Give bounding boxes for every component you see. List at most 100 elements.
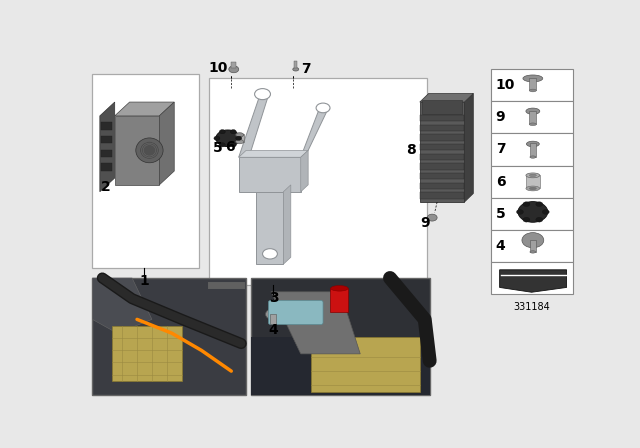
Ellipse shape — [236, 133, 244, 137]
Circle shape — [216, 130, 240, 146]
Polygon shape — [239, 92, 269, 157]
Ellipse shape — [529, 187, 536, 190]
Bar — [236, 134, 244, 142]
Bar — [420, 164, 465, 170]
Circle shape — [228, 66, 239, 73]
Bar — [420, 102, 465, 202]
Polygon shape — [259, 92, 269, 97]
Bar — [420, 193, 465, 198]
Polygon shape — [319, 105, 330, 111]
Bar — [491, 198, 573, 230]
Bar — [420, 144, 465, 151]
Bar — [420, 115, 465, 121]
Circle shape — [220, 143, 225, 147]
Bar — [526, 175, 540, 189]
Ellipse shape — [530, 156, 536, 158]
Ellipse shape — [331, 285, 348, 291]
Bar — [271, 314, 276, 323]
Bar — [420, 154, 465, 160]
Ellipse shape — [530, 251, 536, 253]
Bar — [530, 143, 536, 157]
Text: 10: 10 — [495, 78, 515, 92]
Bar — [101, 164, 112, 171]
Ellipse shape — [526, 108, 540, 114]
Bar — [330, 289, 348, 313]
Bar — [420, 134, 465, 141]
Circle shape — [523, 217, 530, 222]
Circle shape — [262, 249, 277, 259]
Polygon shape — [310, 336, 420, 392]
Polygon shape — [465, 94, 474, 202]
Text: 10: 10 — [208, 61, 228, 75]
Polygon shape — [115, 116, 159, 185]
Text: 1: 1 — [140, 275, 149, 289]
Polygon shape — [159, 102, 174, 185]
Text: 331184: 331184 — [513, 302, 550, 312]
Bar — [529, 111, 536, 124]
Polygon shape — [239, 157, 301, 192]
Text: 9: 9 — [495, 110, 505, 125]
Ellipse shape — [236, 140, 244, 144]
Ellipse shape — [529, 123, 536, 126]
Text: 7: 7 — [301, 61, 311, 76]
Polygon shape — [271, 292, 360, 354]
Bar — [420, 183, 465, 189]
Bar — [92, 278, 246, 395]
Bar — [420, 125, 465, 131]
Circle shape — [523, 202, 530, 207]
Bar — [251, 336, 429, 395]
Bar — [491, 69, 573, 101]
Circle shape — [522, 233, 544, 248]
Polygon shape — [301, 106, 328, 157]
Circle shape — [266, 309, 282, 320]
Bar — [529, 78, 536, 90]
Circle shape — [316, 103, 330, 113]
Polygon shape — [301, 151, 308, 192]
Bar — [420, 173, 465, 179]
Polygon shape — [239, 151, 308, 157]
Polygon shape — [100, 102, 115, 192]
Text: 5: 5 — [495, 207, 506, 221]
Text: 7: 7 — [495, 142, 505, 156]
Polygon shape — [115, 102, 174, 116]
Ellipse shape — [526, 173, 540, 178]
Bar — [101, 122, 112, 129]
Circle shape — [536, 202, 543, 207]
Ellipse shape — [526, 186, 540, 191]
Bar — [422, 100, 462, 114]
Text: 4: 4 — [269, 323, 278, 337]
Bar — [491, 134, 573, 165]
Bar — [231, 62, 236, 68]
Text: 8: 8 — [406, 143, 416, 157]
Circle shape — [536, 217, 543, 222]
Polygon shape — [284, 185, 291, 264]
Bar — [92, 74, 199, 267]
Text: 6: 6 — [495, 175, 505, 189]
Text: 2: 2 — [101, 180, 111, 194]
Text: 6: 6 — [225, 140, 235, 154]
Bar — [101, 136, 112, 143]
Bar — [251, 278, 429, 395]
Polygon shape — [92, 278, 152, 333]
Circle shape — [255, 89, 271, 99]
Polygon shape — [500, 270, 566, 292]
Circle shape — [516, 210, 524, 214]
Circle shape — [542, 210, 549, 214]
Polygon shape — [420, 94, 474, 102]
Ellipse shape — [136, 138, 163, 163]
Text: 5: 5 — [213, 141, 223, 155]
Circle shape — [214, 136, 220, 140]
Circle shape — [230, 143, 236, 147]
Bar — [101, 150, 112, 157]
Bar — [491, 101, 573, 134]
FancyBboxPatch shape — [269, 301, 323, 324]
Ellipse shape — [523, 75, 543, 82]
Ellipse shape — [292, 68, 299, 71]
Bar — [491, 262, 573, 294]
Ellipse shape — [526, 141, 540, 147]
Ellipse shape — [140, 142, 159, 159]
Circle shape — [220, 129, 225, 134]
Text: 4: 4 — [495, 239, 506, 253]
Text: 3: 3 — [269, 291, 278, 305]
Bar — [530, 240, 536, 252]
